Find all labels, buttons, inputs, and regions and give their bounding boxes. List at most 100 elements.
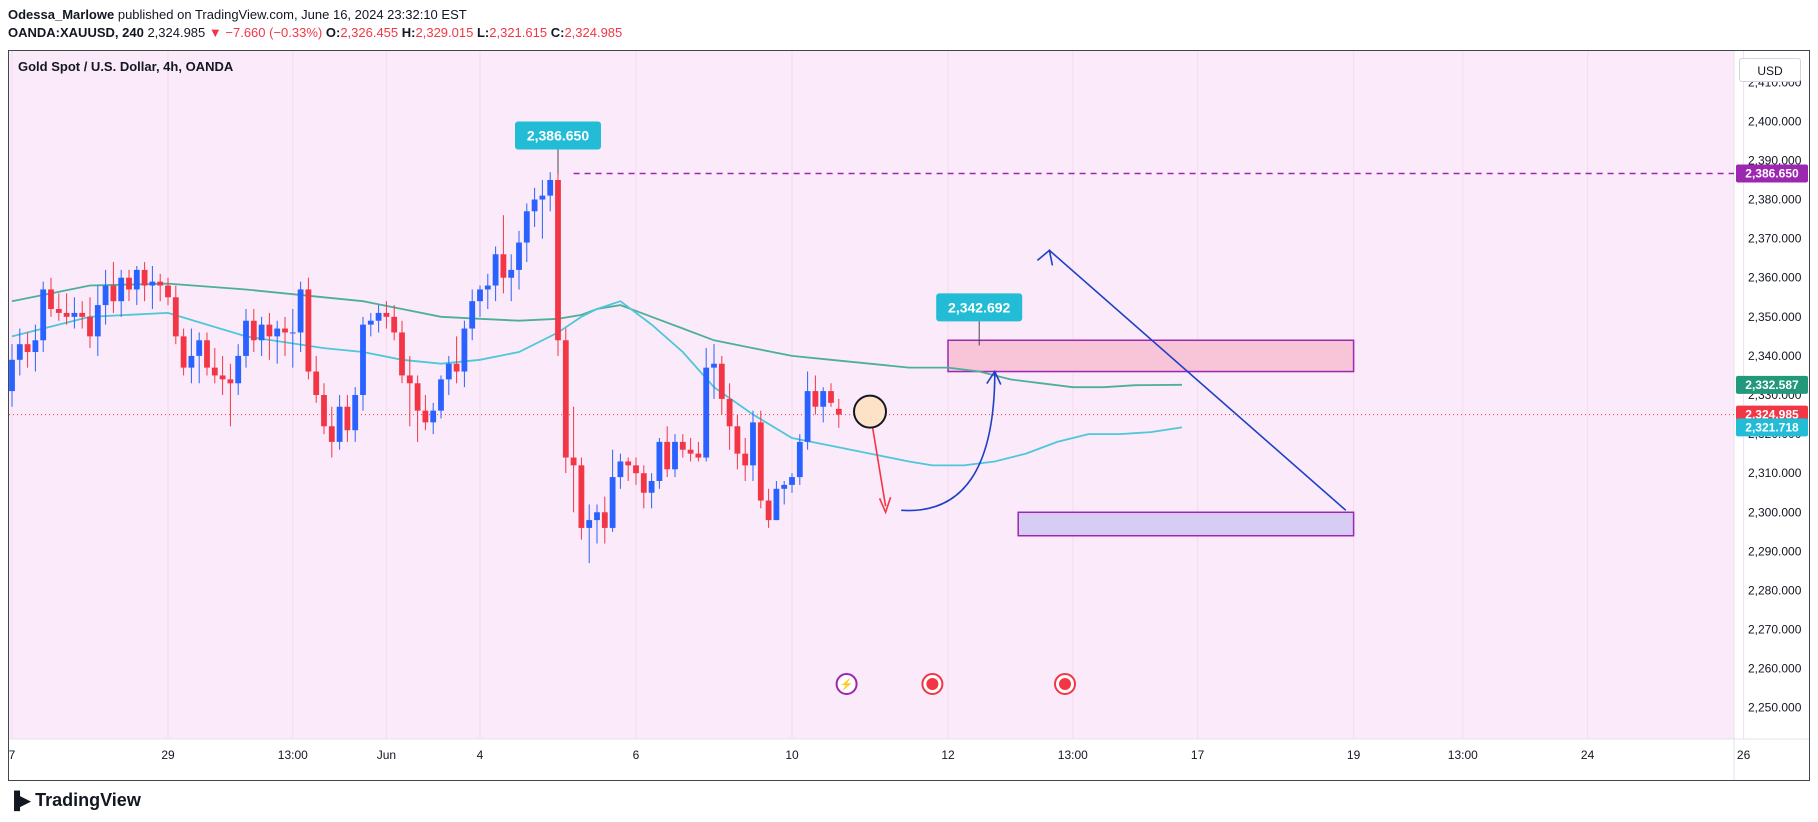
candle-body [804,391,811,442]
price-tick-label: 2,310.000 [1748,466,1802,480]
candle-body [48,289,54,309]
candle-body [461,328,468,372]
candle-body [664,441,671,470]
time-tick-label: 12 [941,748,955,762]
candle-body [648,481,655,493]
candle-body [734,426,741,454]
candle-body [726,398,733,427]
candle-body [812,391,819,407]
candle-body [773,488,780,521]
candle-body [687,449,694,454]
candle-body [453,363,460,372]
candle-body [375,312,382,321]
ohlc-line: OANDA:XAUUSD, 240 2,324.985 ▼ −7.660 (−0… [8,24,622,42]
bullish-target-arrow [1048,249,1347,511]
candle-body [742,453,749,466]
candle-body [94,305,101,337]
bullish-curve-arrow [901,371,996,512]
candle-body [126,277,132,290]
time-tick-label: 26 [1737,748,1751,762]
candle-body [555,180,561,341]
currency-button[interactable]: USD [1739,58,1801,82]
candle-body [24,344,31,352]
candle-body [297,289,304,333]
price-callout-text: 2,386.650 [527,128,589,144]
candle-body [328,426,335,442]
candle-body [601,512,608,528]
candle-body [227,379,234,384]
author-name[interactable]: Odessa_Marlowe [8,7,115,22]
candle-body [586,520,593,528]
candle-body [820,391,827,407]
candle-body [445,363,452,380]
time-tick-label: 29 [161,748,175,762]
candle-body [336,406,343,442]
price-tick-label: 2,300.000 [1748,505,1802,519]
candle-body [344,406,351,431]
time-tick-label: 13:00 [1058,748,1088,762]
candle-body [422,410,429,423]
price-tick-label: 2,290.000 [1748,544,1802,558]
candle-body [523,211,530,243]
candle-body [383,312,390,317]
candle-body [71,312,78,317]
price-callout-text: 2,342.692 [948,299,1010,315]
candle-body [79,312,86,317]
price-callout-box [936,293,1023,322]
time-tick-label: 10 [785,748,799,762]
candle-body [133,269,140,290]
candle-body [750,422,756,466]
candle-body [656,441,663,481]
price-tick-label: 2,360.000 [1748,271,1802,285]
candle-body [562,340,569,458]
candle-body [141,269,148,286]
candle-body [118,277,125,302]
price-tick-label: 2,350.000 [1748,310,1802,324]
candle-body [313,371,320,395]
candle-body [406,375,413,384]
candle-body [578,465,585,528]
low-label: L: [476,25,490,40]
candle-body [609,477,616,528]
chart-title: Gold Spot / U.S. Dollar, 4h, OANDA [18,59,234,74]
price-change: ▼ −7.660 (−0.33%) [208,25,323,40]
publish-info: published on TradingView.com, June 16, 2… [117,7,467,22]
chart-frame[interactable]: 7 29 13:00 Jun 4 6 10 12 13:00 17 19 13:00 24 26 2,250… [8,50,1810,781]
candle-body [703,367,710,458]
price-tick-label: 2,250.000 [1748,701,1802,715]
price-tick-label: 2,380.000 [1748,193,1802,207]
candle-body [617,461,624,478]
candle-body [110,285,117,302]
high-label: H: [401,25,416,40]
candle-body [157,281,164,286]
candle-body [243,320,249,356]
price-chart[interactable]: 7 29 13:00 Jun 4 6 10 12 13:00 17 19 13:00 24 26 2,250… [9,51,1809,780]
candle-body [508,269,515,278]
tradingview-logo-icon: ▐▶ [8,790,31,810]
candle-body [477,289,483,302]
candle-body [547,180,554,196]
low-value: 2,321.615 [489,25,548,40]
time-tick-label: 13:00 [1448,748,1478,762]
time-tick-label: 4 [477,748,484,762]
bullish-target-arrowhead [1036,248,1054,266]
candle-body [102,285,109,306]
candle-body [500,254,507,278]
candle-body [711,363,717,368]
candle-body [516,242,522,270]
candle-body [640,473,647,493]
price-tick-label: 2,400.000 [1748,114,1802,128]
candle-body [430,410,437,423]
candle-body [391,316,398,333]
candle-body [219,375,226,380]
price-tick-label: 2,280.000 [1748,583,1802,597]
tradingview-brand[interactable]: ▐▶ TradingView [8,790,141,811]
axis-price-badge-text: 2,386.650 [1745,167,1799,181]
candle-body [321,395,327,427]
time-tick-label: 13:00 [278,748,308,762]
candle-body [250,320,257,341]
candle-body [695,453,702,458]
price-tick-label: 2,270.000 [1748,623,1802,637]
candle-body [87,316,93,337]
bearish-arrowhead [878,497,892,515]
